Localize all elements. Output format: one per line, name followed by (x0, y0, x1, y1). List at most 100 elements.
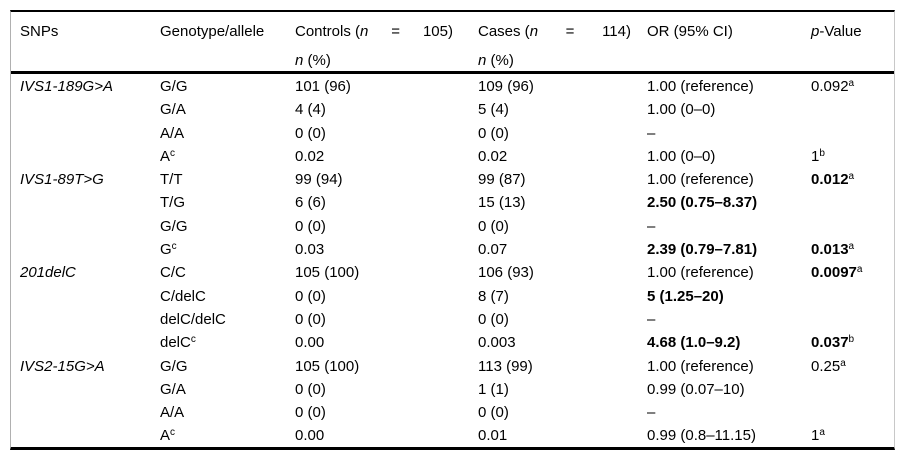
or-cell: 1.00 (reference) (647, 78, 754, 95)
or-cell: – (647, 217, 656, 235)
controls-cell: 0 (0) (295, 380, 326, 398)
snp-cell (20, 331, 160, 354)
pvalue-cell: 0.013a (811, 241, 855, 259)
snp-cell (20, 238, 160, 261)
or-cell: 2.39 (0.79–7.81) (647, 241, 758, 259)
pvalue-cell (811, 285, 894, 308)
genotype-cell: Ac (160, 147, 176, 165)
cases-cell: 0.003 (478, 334, 516, 352)
genotype-cell: delC/delC (160, 310, 226, 328)
or-cell: 4.68 (1.0–9.2) (647, 334, 741, 352)
snp-cell (20, 145, 160, 168)
cases-cell: 0.07 (478, 241, 508, 259)
cases-cell: 109 (96) (478, 78, 534, 95)
table-row: Gc 0.03 0.07 2.39 (0.79–7.81) 0.013a (20, 238, 894, 261)
genotype-cell: G/G (160, 357, 188, 375)
snp-cell (20, 215, 160, 238)
snp-cell (20, 98, 160, 121)
header-snps-label: SNPs (20, 23, 59, 40)
genotype-cell: G/G (160, 78, 188, 95)
genotype-cell: C/delC (160, 287, 206, 305)
pvalue-cell (811, 191, 894, 214)
table-row: delC/delC 0 (0) 0 (0) – (20, 308, 894, 331)
snp-cell: IVS2-15G>A (20, 357, 105, 375)
cases-cell: 113 (99) (478, 357, 533, 375)
header-cases-npct: n (%) (478, 52, 514, 69)
cases-cell: 0 (0) (478, 310, 509, 328)
table-row: Ac 0.00 0.01 0.99 (0.8–11.15) 1a (20, 424, 894, 447)
controls-cell: 101 (96) (295, 78, 351, 95)
cases-cell: 106 (93) (478, 264, 534, 282)
snp-cell: 201delC (20, 264, 76, 282)
controls-cell: 0.00 (295, 427, 325, 445)
cases-cell: 1 (1) (478, 380, 509, 398)
table-row: IVS1-189G>A G/G 101 (96) 109 (96) 1.00 (refe… (20, 75, 894, 98)
header-cell-pvalue: p-Value (811, 12, 894, 71)
table-row: A/A 0 (0) 0 (0) – (20, 122, 894, 145)
table-body: IVS1-189G>A G/G 101 (96) 109 (96) 1.00 (refe… (11, 74, 894, 448)
or-cell: 1.00 (reference) (647, 264, 754, 282)
header-genotype-label: Genotype/allele (160, 23, 265, 40)
controls-cell: 0 (0) (295, 217, 326, 235)
genotype-cell: T/G (160, 194, 185, 212)
pvalue-cell: 1a (811, 427, 825, 445)
table-row: delCc 0.00 0.003 4.68 (1.0–9.2) 0.037b (20, 331, 894, 354)
controls-cell: 0.00 (295, 334, 325, 352)
controls-cell: 6 (6) (295, 194, 326, 212)
table-row: C/delC 0 (0) 8 (7) 5 (1.25–20) (20, 285, 894, 308)
or-cell: 1.00 (0–0) (647, 147, 716, 165)
cases-cell: 0 (0) (478, 404, 509, 422)
pvalue-cell: 0.092a (811, 78, 855, 95)
controls-cell: 4 (4) (295, 101, 326, 119)
snp-cell (20, 401, 160, 424)
controls-cell: 0 (0) (295, 404, 326, 422)
controls-cell: 0 (0) (295, 287, 326, 305)
or-cell: 0.99 (0.07–10) (647, 380, 745, 398)
table-row: Ac 0.02 0.02 1.00 (0–0) 1b (20, 145, 894, 168)
snp-cell (20, 308, 160, 331)
cases-cell: 0.01 (478, 427, 508, 445)
cases-cell: 15 (13) (478, 194, 526, 212)
cases-cell: 8 (7) (478, 287, 509, 305)
table-row: A/A 0 (0) 0 (0) – (20, 401, 894, 424)
genotype-cell: C/C (160, 264, 186, 282)
pvalue-cell (811, 401, 894, 424)
pvalue-cell: 0.012a (811, 171, 855, 189)
cases-cell: 0 (0) (478, 124, 509, 142)
table-row: IVS1-89T>G T/T 99 (94) 99 (87) 1.00 (referen… (20, 168, 894, 191)
header-cell-snps: SNPs (20, 12, 160, 71)
header-controls-label: Controls (n = 105) (295, 23, 453, 40)
pvalue-cell: 0.25a (811, 357, 846, 375)
pvalue-cell (811, 378, 894, 401)
table-row: G/G 0 (0) 0 (0) – (20, 215, 894, 238)
cases-cell: 0 (0) (478, 217, 509, 235)
header-cell-or: OR (95% CI) (647, 12, 811, 71)
or-cell: 2.50 (0.75–8.37) (647, 194, 758, 212)
controls-cell: 0 (0) (295, 310, 326, 328)
controls-cell: 0 (0) (295, 124, 326, 142)
table-row: 201delC C/C 105 (100) 106 (93) 1.00 (referen… (20, 261, 894, 284)
genotype-cell: A/A (160, 404, 185, 422)
header-cases-label: Cases (n = 114) (478, 23, 631, 40)
snp-cell (20, 424, 160, 447)
or-cell: 1.00 (0–0) (647, 101, 716, 119)
cases-cell: 0.02 (478, 147, 508, 165)
snp-cell (20, 122, 160, 145)
controls-cell: 99 (94) (295, 171, 343, 189)
header-cell-cases: Cases (n = 114) n (%) (478, 12, 647, 71)
table-row: T/G 6 (6) 15 (13) 2.50 (0.75–8.37) (20, 191, 894, 214)
or-cell: 1.00 (reference) (647, 171, 754, 189)
controls-cell: 0.02 (295, 147, 325, 165)
genotype-cell: A/A (160, 124, 185, 142)
cases-cell: 99 (87) (478, 171, 526, 189)
header-cell-genotype: Genotype/allele (160, 12, 295, 71)
or-cell: 1.00 (reference) (647, 357, 754, 375)
cases-cell: 5 (4) (478, 101, 509, 119)
or-cell: 0.99 (0.8–11.15) (647, 427, 756, 445)
genotype-cell: G/G (160, 217, 188, 235)
snp-cell: IVS1-189G>A (20, 78, 113, 95)
or-cell: – (647, 124, 656, 142)
snp-cell (20, 191, 160, 214)
genotype-cell: Gc (160, 241, 177, 259)
